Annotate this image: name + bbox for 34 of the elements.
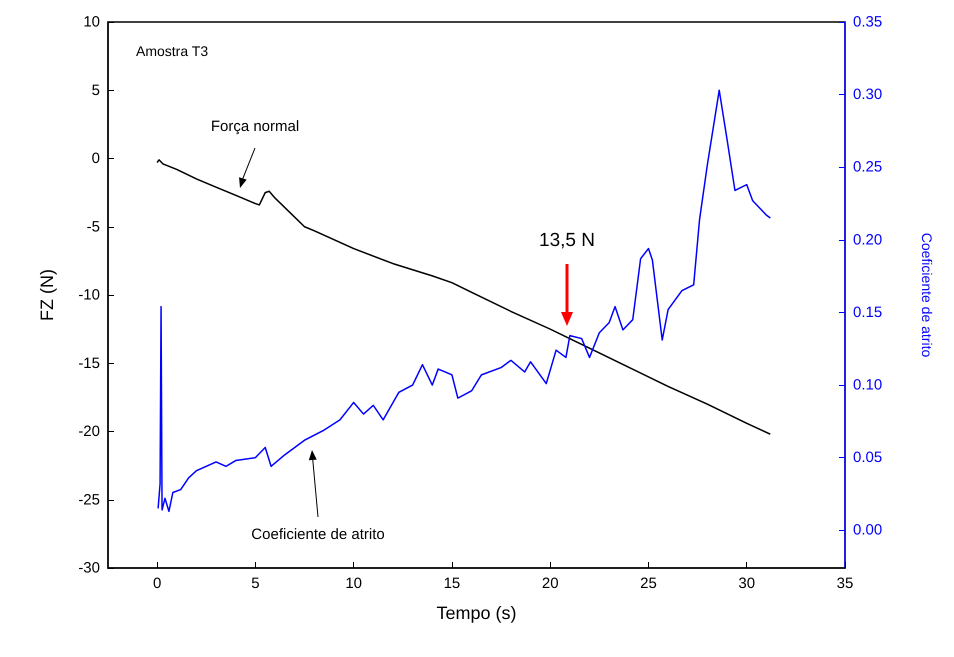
annotation: Amostra T3 xyxy=(136,43,208,59)
x-tick-label: 20 xyxy=(542,575,559,592)
x-tick-label: 30 xyxy=(738,575,756,592)
y2-tick-label: 0.05 xyxy=(853,449,882,466)
y2-axis-title: Coeficiente de atrito xyxy=(919,232,935,358)
y2-tick-label: 0.35 xyxy=(853,14,882,30)
annotation: Coeficiente de atrito xyxy=(251,526,385,543)
x-axis-title: Tempo (s) xyxy=(436,603,517,623)
y-tick-label: -10 xyxy=(78,286,100,304)
y-tick-label: -5 xyxy=(86,218,100,236)
y2-tick-label: 0.15 xyxy=(853,304,882,321)
y2-tick-label: 0.25 xyxy=(853,158,882,176)
y2-tick-label: 0.20 xyxy=(853,231,882,248)
annotation: Força normal xyxy=(210,118,300,135)
y-tick-label: -25 xyxy=(78,491,100,508)
y-tick-label: 5 xyxy=(92,82,100,99)
x-tick-label: 10 xyxy=(345,575,362,592)
x-tick-label: 0 xyxy=(152,575,162,592)
y-tick-label: -20 xyxy=(78,423,100,440)
y2-tick-label: 0.30 xyxy=(853,86,882,104)
y-tick-label: 0 xyxy=(92,150,100,167)
x-tick-label: 15 xyxy=(444,575,460,592)
y2-tick-label: 0.10 xyxy=(853,376,882,394)
x-tick-label: 5 xyxy=(251,575,260,592)
y-axis-title: FZ (N) xyxy=(37,269,57,321)
y-tick-label: 10 xyxy=(83,14,100,30)
line-series xyxy=(157,90,772,512)
x-tick-label: 25 xyxy=(640,575,657,592)
y2-tick-label: 0.00 xyxy=(853,522,882,539)
line-series xyxy=(156,159,772,435)
annotation: 13,5 N xyxy=(539,230,595,251)
y-tick-label: -15 xyxy=(78,354,100,372)
x-tick-label: 35 xyxy=(836,575,854,592)
y-tick-label: -30 xyxy=(78,560,100,576)
